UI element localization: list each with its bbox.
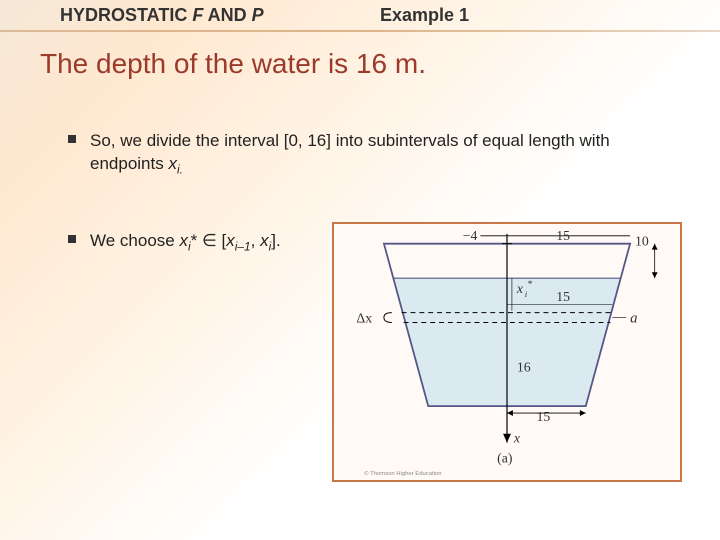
bullet-2-pre: We choose — [90, 231, 179, 250]
section-prefix: HYDROSTATIC — [60, 5, 192, 25]
arrow-icon — [507, 410, 513, 416]
bullet-2: We choose xi* ∈ [xi–1, xi]. — [90, 230, 281, 254]
section-title: HYDROSTATIC F AND P — [60, 5, 264, 26]
dx-brace-icon — [384, 313, 392, 323]
label-top-15: 15 — [556, 228, 570, 243]
bullet-1-x: x — [168, 154, 177, 173]
axis-arrowhead-icon — [503, 434, 511, 443]
label-16: 16 — [517, 360, 531, 375]
section-and: AND — [203, 5, 251, 25]
svg-text:x: x — [516, 281, 524, 296]
label-a: a — [630, 310, 637, 326]
bullet-2-comma: , — [251, 231, 260, 250]
bullet-1-i: i. — [177, 162, 183, 176]
diagram-container: −4 15 10 x i * 15 a Δx 16 15 x (a) © Tho… — [332, 222, 682, 482]
bullet-2-x: x — [179, 231, 188, 250]
label-dx: Δx — [356, 310, 372, 325]
section-p: P — [252, 5, 264, 25]
bullet-2-in: ∈ [ — [197, 231, 226, 250]
label-mid-15: 15 — [556, 289, 570, 304]
section-f: F — [192, 5, 203, 25]
trapezoid-diagram: −4 15 10 x i * 15 a Δx 16 15 x (a) © Tho… — [334, 224, 680, 480]
diagram-credit: © Thomson Higher Education — [364, 470, 441, 477]
page-title: The depth of the water is 16 m. — [40, 48, 426, 80]
label-axis-x: x — [513, 431, 521, 446]
label-10: 10 — [635, 234, 649, 249]
bullet-2-end: ]. — [271, 231, 280, 250]
bullet-marker-icon — [68, 235, 76, 243]
header-divider — [0, 30, 720, 32]
bullet-2-x2: x — [226, 231, 235, 250]
bullet-marker-icon — [68, 135, 76, 143]
bullet-2-x3: x — [260, 231, 269, 250]
arrow-icon — [652, 244, 658, 250]
example-label: Example 1 — [380, 5, 469, 26]
diagram-caption: (a) — [497, 450, 512, 466]
label-neg4: −4 — [463, 228, 478, 243]
bullet-2-im1: i–1 — [235, 239, 251, 253]
svg-text:*: * — [528, 279, 533, 290]
bullet-1: So, we divide the interval [0, 16] into … — [90, 130, 660, 177]
label-bottom-15: 15 — [537, 409, 551, 424]
arrow-icon — [652, 272, 658, 278]
arrow-icon — [580, 410, 586, 416]
